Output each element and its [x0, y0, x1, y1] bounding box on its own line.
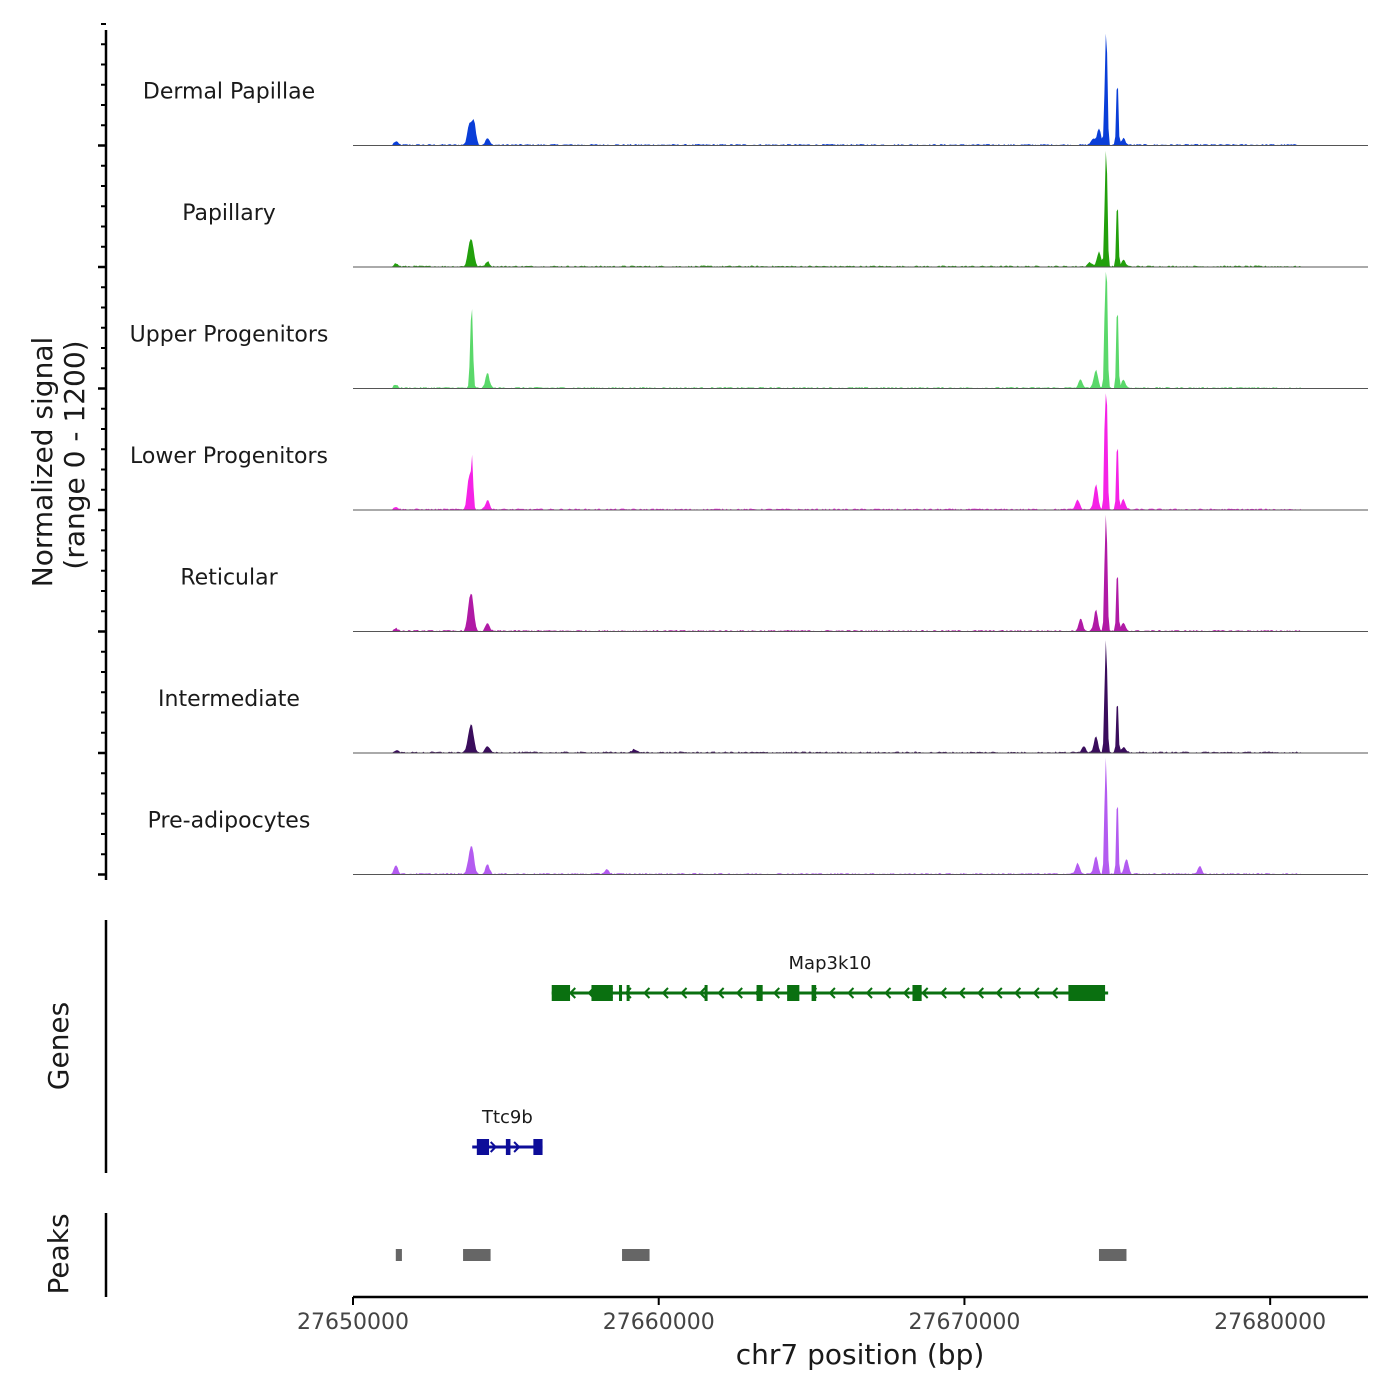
track-label: Pre-adipocytes [148, 809, 311, 834]
exon [533, 1139, 543, 1155]
track-pre-adipocytes: Pre-adipocytes [148, 757, 1368, 875]
track-dermal-papillae: Dermal Papillae [143, 33, 1368, 146]
strand-chevron [1013, 987, 1022, 999]
signal-area [353, 271, 1301, 389]
exon [1068, 985, 1106, 1001]
exon [704, 985, 708, 1001]
track-upper-progenitors: Upper Progenitors [130, 271, 1368, 389]
strand-chevron [976, 987, 985, 999]
exon [626, 985, 630, 1001]
track-papillary: Papillary [182, 150, 1368, 268]
gene-label: Ttc9b [481, 1107, 533, 1128]
gene-ttc9b: Ttc9b [472, 1107, 543, 1155]
peak-region [463, 1249, 491, 1261]
x-tick-label: 27680000 [1214, 1310, 1326, 1335]
peak-region [622, 1249, 650, 1261]
strand-chevron [489, 1141, 498, 1153]
strand-chevron [568, 987, 576, 999]
track-label: Reticular [180, 566, 278, 591]
strand-chevron [1051, 987, 1059, 999]
signal-area [353, 33, 1301, 146]
signal-area [353, 393, 1301, 510]
exon [912, 985, 922, 1001]
exon [476, 1139, 490, 1155]
signal-area [353, 150, 1301, 267]
y-axis-title-line1: Normalized signal [26, 337, 59, 588]
strand-chevron [772, 987, 780, 999]
gene-label: Map3k10 [789, 953, 872, 974]
exon [756, 985, 763, 1001]
x-tick-label: 27650000 [297, 1310, 409, 1335]
track-reticular: Reticular [180, 514, 1368, 632]
exon [505, 1139, 511, 1155]
strand-chevron [680, 987, 688, 999]
strand-chevron [921, 987, 929, 999]
strand-chevron [865, 987, 873, 999]
gene-map3k10: Map3k10 [551, 953, 1109, 1001]
strand-chevron [828, 987, 836, 999]
x-axis-title: chr7 position (bp) [736, 1338, 985, 1371]
signal-area [353, 640, 1301, 753]
x-tick-label: 27670000 [908, 1310, 1020, 1335]
track-intermediate: Intermediate [158, 640, 1368, 754]
gene-track: Map3k10 Ttc9b [472, 953, 1109, 1155]
strand-chevron [717, 987, 725, 999]
signal-area [353, 514, 1301, 632]
track-label: Dermal Papillae [143, 80, 315, 105]
signal-tracks: Dermal Papillae Papillary Upper Progenitor… [130, 33, 1368, 875]
exon [591, 985, 613, 1001]
track-lower-progenitors: Lower Progenitors [130, 393, 1368, 511]
strand-chevron [958, 987, 966, 999]
strand-chevron [995, 987, 1003, 999]
strand-chevron [661, 987, 669, 999]
exon [811, 985, 817, 1001]
strand-chevron [513, 1141, 521, 1153]
track-label: Upper Progenitors [130, 323, 329, 348]
peak-region [395, 1249, 402, 1261]
strand-chevron [902, 987, 910, 999]
track-label: Papillary [182, 201, 276, 226]
strand-chevron [698, 987, 706, 999]
strand-chevron [847, 987, 855, 999]
signal-area [353, 757, 1301, 875]
strand-chevron [735, 987, 743, 999]
exon [551, 985, 571, 1001]
strand-chevron [884, 987, 892, 999]
strand-chevron [939, 987, 947, 999]
x-tick-label: 27660000 [603, 1310, 715, 1335]
exon [787, 985, 800, 1001]
peaks-axis-title: Peaks [42, 1213, 75, 1294]
strand-chevron [643, 987, 651, 999]
genes-axis-title: Genes [42, 1002, 75, 1090]
axes: 27650000 27660000 27670000 27680000 [98, 23, 1368, 1335]
peak-region [1098, 1249, 1127, 1261]
strand-chevron [1032, 987, 1040, 999]
exon [618, 985, 623, 1001]
peak-track [395, 1249, 1127, 1261]
track-label: Intermediate [158, 687, 300, 712]
y-axis-title-line2: (range 0 - 1200) [58, 340, 91, 569]
track-label: Lower Progenitors [130, 444, 328, 469]
